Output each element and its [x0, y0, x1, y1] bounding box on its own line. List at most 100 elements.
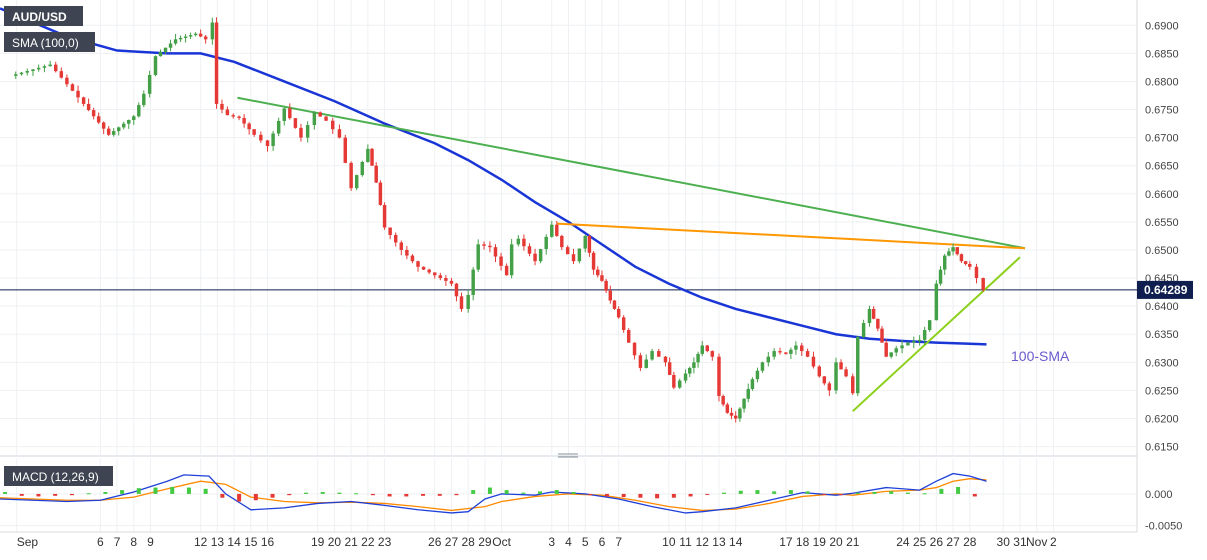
x-tick-label: 29	[478, 535, 492, 549]
bear-candle-body	[499, 256, 503, 266]
bear-candle-body	[237, 116, 241, 118]
macd-label: MACD (12,26,9)	[12, 470, 99, 484]
macd-hist-bar-negative	[53, 493, 58, 496]
price-tick-label: 0.6250	[1145, 385, 1179, 397]
bear-candle-body	[482, 244, 486, 246]
bear-candle-body	[571, 254, 576, 262]
macd-hist-bar-positive	[153, 487, 158, 494]
bear-candle-body	[288, 108, 292, 119]
bear-candle-body	[667, 362, 672, 375]
bear-candle-body	[555, 224, 559, 236]
bull-candle-body	[36, 67, 41, 70]
current-price-tag	[1137, 280, 1193, 299]
bear-candle-body	[265, 140, 270, 147]
price-tick-label: 0.6400	[1145, 301, 1179, 313]
x-tick-label: 11	[679, 535, 692, 549]
bull-candle-body	[789, 349, 793, 354]
bull-candle-body	[116, 127, 121, 132]
bull-candle-body	[183, 36, 188, 38]
price-tick-label: 0.6650	[1145, 161, 1179, 173]
bear-candle-body	[220, 103, 224, 110]
bear-candle-body	[616, 308, 621, 318]
bear-candle-body	[242, 117, 246, 124]
current-price-label: 0.64289	[1144, 283, 1188, 297]
macd-hist-bar-negative	[705, 493, 710, 495]
bear-candle-body	[817, 366, 822, 377]
macd-hist-bar-negative	[638, 493, 643, 498]
bear-candle-body	[421, 266, 426, 270]
bull-candle-body	[132, 116, 136, 120]
bull-candle-body	[193, 33, 198, 36]
bear-candle-body	[231, 115, 235, 117]
x-tick-label: 12	[696, 535, 710, 549]
bear-candle-body	[884, 342, 888, 357]
bear-candle-body	[54, 64, 58, 72]
bear-candle-body	[59, 71, 64, 78]
sma-annotation: 100-SMA	[1011, 348, 1070, 364]
macd-tick-label: 0.000	[1145, 489, 1173, 501]
x-tick-label: 7	[615, 535, 622, 549]
bull-candle-body	[906, 342, 910, 346]
x-tick-label: 5	[582, 535, 589, 549]
bull-candle-body	[312, 112, 317, 125]
x-tick-label: 27	[946, 535, 960, 549]
macd-hist-bar-positive	[103, 492, 108, 494]
x-tick-label: 19	[311, 535, 325, 549]
macd-hist-bar-positive	[956, 486, 961, 494]
bear-candle-body	[324, 116, 328, 121]
bear-candle-body	[981, 278, 985, 290]
bull-candle-body	[942, 255, 947, 270]
bull-candle-body	[677, 380, 682, 388]
bull-candle-body	[142, 93, 146, 106]
price-tick-label: 0.6150	[1145, 442, 1179, 454]
bull-candle-body	[210, 22, 215, 40]
bull-candle-body	[42, 66, 47, 68]
descending-resistance-trendline	[237, 96, 1026, 250]
macd-hist-bar-positive	[571, 492, 576, 494]
bear-candle-body	[527, 246, 532, 254]
bear-candle-body	[591, 252, 596, 270]
bear-candle-body	[717, 356, 721, 397]
bear-candle-body	[657, 351, 661, 357]
macd-tick-label: -0.0050	[1145, 521, 1182, 533]
macd-hist-bar-positive	[788, 490, 793, 494]
bull-candle-body	[927, 320, 932, 331]
macd-hist-bar-negative	[19, 493, 24, 496]
bull-candle-body	[938, 269, 943, 284]
bull-candle-body	[147, 74, 152, 94]
bear-candle-body	[805, 351, 810, 357]
macd-hist-bar-negative	[437, 493, 442, 496]
macd-hist-bar-positive	[3, 492, 8, 494]
bull-candle-body	[766, 356, 771, 363]
bear-candle-body	[293, 118, 298, 128]
x-tick-label: 19	[813, 535, 827, 549]
bear-candle-body	[725, 404, 730, 413]
x-tick-label: 17	[779, 535, 793, 549]
bull-candle-body	[158, 51, 163, 57]
macd-hist-bar-positive	[855, 492, 860, 494]
macd-hist-bar-positive	[872, 492, 877, 494]
bear-candle-body	[596, 269, 600, 276]
bear-candle-body	[587, 235, 592, 253]
bear-candle-body	[710, 351, 715, 357]
bear-candle-body	[729, 412, 734, 416]
bear-candle-body	[880, 328, 884, 343]
macd-hist-bar-negative	[237, 493, 242, 502]
bull-candle-body	[794, 345, 798, 350]
macd-hist-bar-positive	[922, 493, 927, 495]
bull-candle-body	[934, 283, 939, 321]
sma-badge	[4, 32, 95, 52]
bear-candle-body	[259, 134, 263, 141]
bear-candle-body	[638, 355, 643, 368]
x-tick-label: 14	[227, 535, 241, 549]
macd-hist-bar-positive	[939, 488, 944, 494]
price-tick-label: 0.6350	[1145, 329, 1179, 341]
x-tick-label: 27	[445, 535, 459, 549]
bull-candle-body	[750, 379, 755, 389]
macd-hist-bar-positive	[755, 490, 760, 494]
bull-candle-body	[583, 235, 587, 249]
x-tick-label: 12	[194, 535, 208, 549]
panel-resize-handle[interactable]	[558, 453, 578, 458]
bear-candle-body	[81, 97, 86, 104]
bear-candle-body	[959, 254, 964, 262]
